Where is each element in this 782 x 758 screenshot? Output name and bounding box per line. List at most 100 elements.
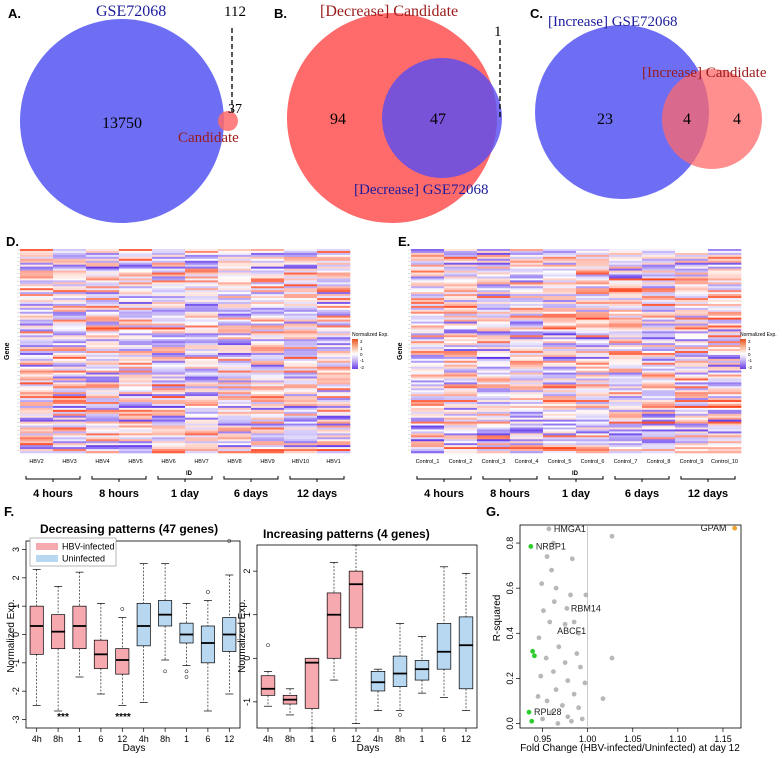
- heatmap-cell: [119, 378, 153, 381]
- heatmap-cell: [218, 417, 252, 420]
- heatmap-cell: [543, 374, 577, 377]
- heatmap-cell: [510, 443, 544, 446]
- box-outlier: [120, 607, 125, 611]
- heatmap-cell: [185, 327, 219, 330]
- heatmap-cell: [510, 378, 544, 381]
- heatmap-cell: [317, 405, 351, 409]
- heatmap-cell: [185, 352, 219, 356]
- heatmap-cell: [675, 443, 709, 446]
- heatmap-cell: [510, 451, 544, 454]
- heatmap-cell: [317, 298, 351, 301]
- heatmap-cell: [444, 341, 478, 344]
- heatmap-cell: [576, 335, 610, 338]
- heatmap-cell: [411, 423, 445, 426]
- heatmap-cell: [86, 341, 120, 344]
- heatmap-cell: [218, 347, 252, 350]
- heatmap-cell: [675, 392, 709, 395]
- box-y-tick-label: -2: [11, 687, 21, 695]
- heatmap-cell: [510, 403, 544, 407]
- heatmap-cell: [218, 374, 252, 377]
- heatmap-cell: [152, 366, 186, 369]
- heatmap-cell: [53, 327, 87, 330]
- heatmap-cell: [411, 405, 445, 409]
- heatmap-cell: [119, 415, 153, 418]
- heatmap-cell: [20, 323, 54, 326]
- heatmap-cell: [251, 288, 285, 291]
- heatmap-cell: [708, 390, 742, 393]
- heatmap-cell: [119, 305, 153, 309]
- heatmap-cell: [86, 305, 120, 309]
- heatmap-cell: [477, 431, 511, 434]
- heatmap-cell: [317, 327, 351, 330]
- heatmap-cell: [642, 292, 676, 295]
- heatmap-cell: [609, 413, 643, 417]
- heatmap-cell: [284, 382, 318, 385]
- heatmap-cell: [477, 286, 511, 289]
- heatmap-cell: [284, 380, 318, 383]
- heatmap-cell: [119, 382, 153, 385]
- heatmap-cell: [675, 413, 709, 417]
- heatmap-cell: [411, 296, 445, 299]
- heatmap-cell: [510, 445, 544, 448]
- heatmap-cell: [510, 349, 544, 352]
- heatmap-cell: [708, 403, 742, 407]
- heatmap-cell: [642, 407, 676, 411]
- heatmap-cell: [284, 272, 318, 275]
- heatmap-cell: [444, 335, 478, 338]
- legend-hbv-swatch: [36, 543, 58, 550]
- heatmap-cell: [53, 341, 87, 344]
- heatmap-cell: [218, 250, 252, 254]
- heatmap-cell: [152, 364, 186, 367]
- heatmap-cell: [251, 250, 285, 254]
- heatmap-cell: [284, 433, 318, 436]
- heatmap-cell: [477, 447, 511, 450]
- heatmap-cell: [152, 331, 186, 334]
- heatmap-cell: [119, 396, 153, 399]
- heatmap-cell: [218, 278, 252, 281]
- heatmap-cell: [20, 374, 54, 377]
- heatmap-cell: [251, 258, 285, 262]
- heatmap-cell: [284, 333, 318, 336]
- heatmap-cell: [576, 288, 610, 291]
- heatmap-cell: [543, 280, 577, 283]
- heatmap-cell: [86, 284, 120, 287]
- heatmap-cell: [477, 386, 511, 389]
- heatmap-cell: [185, 392, 219, 395]
- heatmap-cell: [444, 292, 478, 295]
- heatmap-cell: [218, 392, 252, 395]
- heatmap-cell: [317, 431, 351, 434]
- heatmap-cell: [218, 380, 252, 383]
- heatmap-cell: [477, 364, 511, 367]
- heatmap-cell: [86, 282, 120, 285]
- heatmap-cell: [53, 294, 87, 297]
- heatmap-cell: [119, 372, 153, 375]
- heatmap-cell: [218, 272, 252, 275]
- heatmap-d-ylabel: Gene: [4, 342, 11, 360]
- heatmap-cell: [152, 345, 186, 348]
- heatmap-cell: [152, 394, 186, 397]
- heatmap-cell: [86, 368, 120, 371]
- heatmap-cell: [251, 376, 285, 379]
- heatmap-e-grid: [408, 249, 742, 454]
- heatmap-cell: [86, 294, 120, 297]
- heatmap-cell: [444, 280, 478, 283]
- heatmap-cell: [477, 376, 511, 379]
- scatter-label-gpam: GPAM: [701, 523, 727, 533]
- heatmap-cell: [53, 339, 87, 342]
- heatmap-cell: [251, 443, 285, 446]
- heatmap-cell: [543, 262, 577, 265]
- heatmap-column-label: Control_5: [548, 459, 572, 465]
- heatmap-cell: [53, 274, 87, 277]
- heatmap-cell: [185, 421, 219, 424]
- heatmap-cell: [477, 349, 511, 352]
- box-y-tick-label: -3: [11, 715, 21, 723]
- heatmap-cell: [642, 445, 676, 448]
- heatmap-cell: [152, 282, 186, 285]
- heatmap-cell: [119, 433, 153, 436]
- heatmap-cell: [284, 315, 318, 318]
- heatmap-cell: [86, 433, 120, 436]
- heatmap-cell: [642, 372, 676, 375]
- heatmap-cell: [675, 337, 709, 340]
- heatmap-cell: [543, 290, 577, 293]
- heatmap-cell: [119, 439, 153, 442]
